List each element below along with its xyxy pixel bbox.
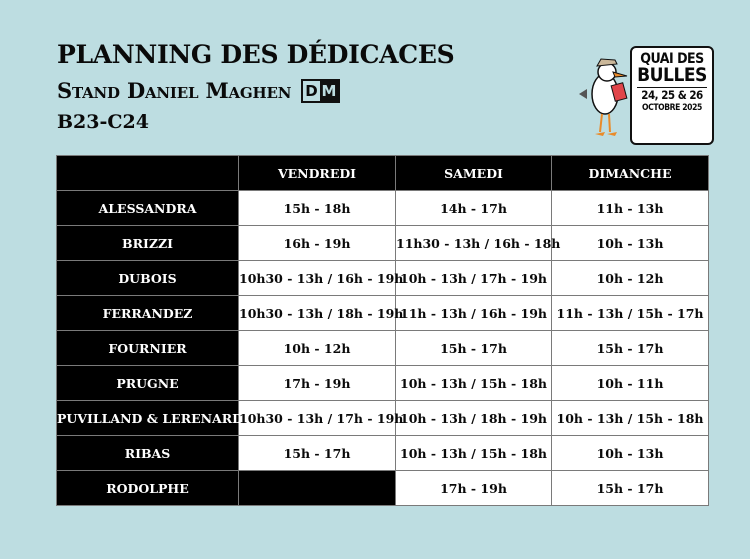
event-month: OCTOBRE 2025 <box>642 102 702 113</box>
time-slot-cell: 15h - 17h <box>551 470 709 506</box>
author-name: ALESSANDRA <box>56 190 239 226</box>
time-slot-cell: 15h - 18h <box>238 190 396 226</box>
author-name: DUBOIS <box>56 260 239 296</box>
event-name-line2: BULLES <box>637 64 707 86</box>
time-slot-cell: 11h30 - 13h / 16h - 18h <box>395 225 560 261</box>
table-row: FERRANDEZ 10h30 - 13h / 18h - 19h 11h - 13… <box>56 295 709 331</box>
event-logo: QUAI DES BULLES 24, 25 & 26 OCTOBRE 2025 <box>575 44 715 145</box>
event-dates: 24, 25 & 26 <box>641 88 703 102</box>
column-header: DIMANCHE <box>551 155 709 191</box>
author-name: FOURNIER <box>56 330 239 366</box>
time-slot-cell: 17h - 19h <box>238 365 396 401</box>
author-name: RIBAS <box>56 435 239 471</box>
logo-divider <box>637 87 707 88</box>
table-header-row: VENDREDI SAMEDI DIMANCHE <box>56 155 709 191</box>
author-name: FERRANDEZ <box>56 295 239 331</box>
time-slot-cell: 10h - 12h <box>238 330 396 366</box>
time-slot-cell: 11h - 13h / 15h - 17h <box>551 295 709 331</box>
time-slot-cell: 10h - 13h / 17h - 19h <box>395 260 552 296</box>
event-name-line1: QUAI DES <box>640 51 704 67</box>
column-header: SAMEDI <box>395 155 552 191</box>
author-name: PRUGNE <box>56 365 239 401</box>
time-slot-cell: 10h - 11h <box>551 365 709 401</box>
table-row: DUBOIS 10h30 - 13h / 16h - 19h 10h - 13h /… <box>56 260 709 296</box>
event-logo-box: QUAI DES BULLES 24, 25 & 26 OCTOBRE 2025 <box>630 46 714 145</box>
seagull-reading-icon <box>579 58 628 136</box>
time-slot-cell: 10h - 13h / 15h - 18h <box>395 365 552 401</box>
author-name: BRIZZI <box>56 225 239 261</box>
time-slot-cell: 10h - 13h / 18h - 19h <box>395 400 552 436</box>
time-slot-cell: 10h30 - 13h / 17h - 19h <box>238 400 403 436</box>
column-header <box>56 155 239 191</box>
time-slot-cell: 10h30 - 13h / 16h - 19h <box>238 260 403 296</box>
table-row: ALESSANDRA 15h - 18h 14h - 17h 11h - 13h <box>56 190 709 226</box>
time-slot-cell: 10h - 13h / 15h - 18h <box>551 400 709 436</box>
time-slot-cell: 17h - 19h <box>395 470 552 506</box>
time-slot-cell: 16h - 19h <box>238 225 396 261</box>
time-slot-cell: 10h - 13h <box>551 435 709 471</box>
table-row: RODOLPHE 17h - 19h 15h - 17h <box>56 470 709 506</box>
table-row: FOURNIER 10h - 12h 15h - 17h 15h - 17h <box>56 330 709 366</box>
time-slot-cell: 10h - 13h / 15h - 18h <box>395 435 552 471</box>
time-slot-cell: 15h - 17h <box>238 435 396 471</box>
table-row: PRUGNE 17h - 19h 10h - 13h / 15h - 18h 10h … <box>56 365 709 401</box>
table-row: BRIZZI 16h - 19h 11h30 - 13h / 16h - 18h 10… <box>56 225 709 261</box>
author-name: PUVILLAND & LERENARD <box>56 400 243 436</box>
schedule-table: VENDREDI SAMEDI DIMANCHE ALESSANDRA 15h - 1… <box>56 155 709 506</box>
time-slot-cell: 10h - 13h <box>551 225 709 261</box>
time-slot-cell: 10h30 - 13h / 18h - 19h <box>238 295 403 331</box>
subtitle-text: Stand Daniel Maghen <box>57 78 292 103</box>
table-row: RIBAS 15h - 17h 10h - 13h / 15h - 18h 10h -… <box>56 435 709 471</box>
time-slot-cell: 14h - 17h <box>395 190 552 226</box>
time-slot-cell: 11h - 13h <box>551 190 709 226</box>
time-slot-cell: 10h - 12h <box>551 260 709 296</box>
table-row: PUVILLAND & LERENARD 10h30 - 13h / 17h - … <box>56 400 709 436</box>
time-slot-cell: 15h - 17h <box>551 330 709 366</box>
author-name: RODOLPHE <box>56 470 239 506</box>
time-slot-cell: 15h - 17h <box>395 330 552 366</box>
no-slot-cell <box>238 470 396 506</box>
column-header: VENDREDI <box>238 155 396 191</box>
time-slot-cell: 11h - 13h / 16h - 19h <box>395 295 552 331</box>
stand-number: B23-C24 <box>57 111 149 133</box>
page-title: PLANNING DES DÉDICACES <box>57 40 455 69</box>
